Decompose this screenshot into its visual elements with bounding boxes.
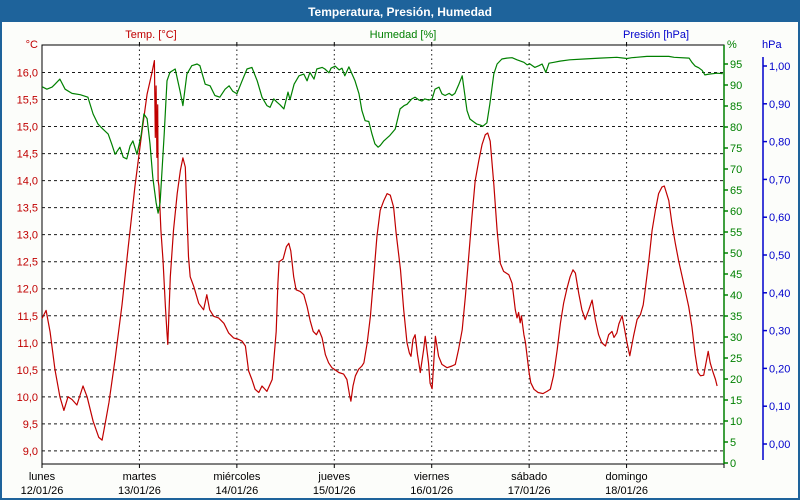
day-name-label: lunes [29, 471, 56, 483]
humidity-tick-label: 95 [730, 59, 742, 71]
temp-tick-label: 14,5 [17, 149, 38, 161]
temp-tick-label: 12,0 [17, 284, 38, 296]
temp-tick-label: 15,0 [17, 122, 38, 134]
pressure-tick-label: 0,80 [769, 137, 790, 149]
humidity-tick-label: 0 [730, 458, 736, 470]
pressure-tick-label: 0,30 [769, 326, 790, 338]
day-name-label: miércoles [213, 471, 261, 483]
temp-tick-label: 13,0 [17, 230, 38, 242]
plot-frame [41, 44, 725, 465]
legend-item-humidity: Humedad [%] [369, 29, 437, 41]
humidity-tick-label: 5 [730, 437, 736, 449]
pressure-tick-label: 0,40 [769, 288, 790, 300]
temp-tick-label: 10,5 [17, 365, 38, 377]
temp-tick-label: 16,0 [17, 68, 38, 80]
temp-tick-label: 12,5 [17, 257, 38, 269]
humidity-tick-label: 90 [730, 80, 742, 92]
series-line-temp [41, 59, 718, 441]
legend-item-temperature: Temp. [°C] [125, 29, 177, 41]
temp-tick-label: 15,5 [17, 95, 38, 107]
humidity-tick-label: 15 [730, 395, 742, 407]
day-date-label: 16/01/26 [410, 485, 453, 497]
humidity-tick-label: 65 [730, 185, 742, 197]
day-date-label: 12/01/26 [21, 485, 64, 497]
day-date-label: 18/01/26 [605, 485, 648, 497]
temp-tick-label: 13,5 [17, 203, 38, 215]
humidity-tick-label: 45 [730, 269, 742, 281]
humidity-tick-label: 10 [730, 416, 742, 428]
window-title: Temperatura, Presión, Humedad [308, 5, 492, 19]
pressure-axis-unit-label: hPa [762, 39, 782, 51]
pressure-tick-label: 0,70 [769, 174, 790, 186]
humidity-tick-label: 20 [730, 374, 742, 386]
legend-item-pressure: Presión [hPa] [622, 29, 690, 41]
humidity-tick-label: 25 [730, 353, 742, 365]
series-line-humidity [41, 55, 723, 214]
day-name-label: jueves [317, 471, 350, 483]
day-date-label: 13/01/26 [118, 485, 161, 497]
humidity-axis-unit-label: % [727, 39, 737, 51]
pressure-tick-label: 0,10 [769, 401, 790, 413]
temp-tick-label: 10,0 [17, 392, 38, 404]
day-date-label: 14/01/26 [215, 485, 258, 497]
humidity-tick-label: 50 [730, 248, 742, 260]
pressure-tick-label: 0,90 [769, 99, 790, 111]
temp-tick-label: 11,0 [17, 338, 38, 350]
pressure-tick-label: 0,00 [769, 439, 790, 451]
day-name-label: sábado [511, 471, 547, 483]
humidity-tick-label: 75 [730, 143, 742, 155]
humidity-tick-label: 80 [730, 122, 742, 134]
day-name-label: martes [123, 471, 157, 483]
day-name-label: domingo [605, 471, 647, 483]
temp-tick-label: 11,5 [17, 311, 38, 323]
title-bar: Temperatura, Presión, Humedad [2, 2, 798, 22]
temp-tick-label: 9,5 [23, 419, 38, 431]
temp-tick-label: 9,0 [23, 446, 38, 458]
humidity-tick-label: 30 [730, 332, 742, 344]
pressure-tick-label: 0,50 [769, 250, 790, 262]
day-date-label: 15/01/26 [313, 485, 356, 497]
pressure-tick-label: 0,60 [769, 212, 790, 224]
humidity-tick-label: 70 [730, 164, 742, 176]
temp-axis-unit-label: °C [25, 39, 38, 51]
humidity-tick-label: 60 [730, 206, 742, 218]
humidity-tick-label: 40 [730, 290, 742, 302]
pressure-tick-label: 1,00 [769, 61, 790, 73]
day-date-label: 17/01/26 [508, 485, 551, 497]
humidity-tick-label: 85 [730, 101, 742, 113]
humidity-tick-label: 35 [730, 311, 742, 323]
day-name-label: viernes [414, 471, 450, 483]
temp-tick-label: 14,0 [17, 176, 38, 188]
humidity-tick-label: 55 [730, 227, 742, 239]
pressure-tick-label: 0,20 [769, 363, 790, 375]
